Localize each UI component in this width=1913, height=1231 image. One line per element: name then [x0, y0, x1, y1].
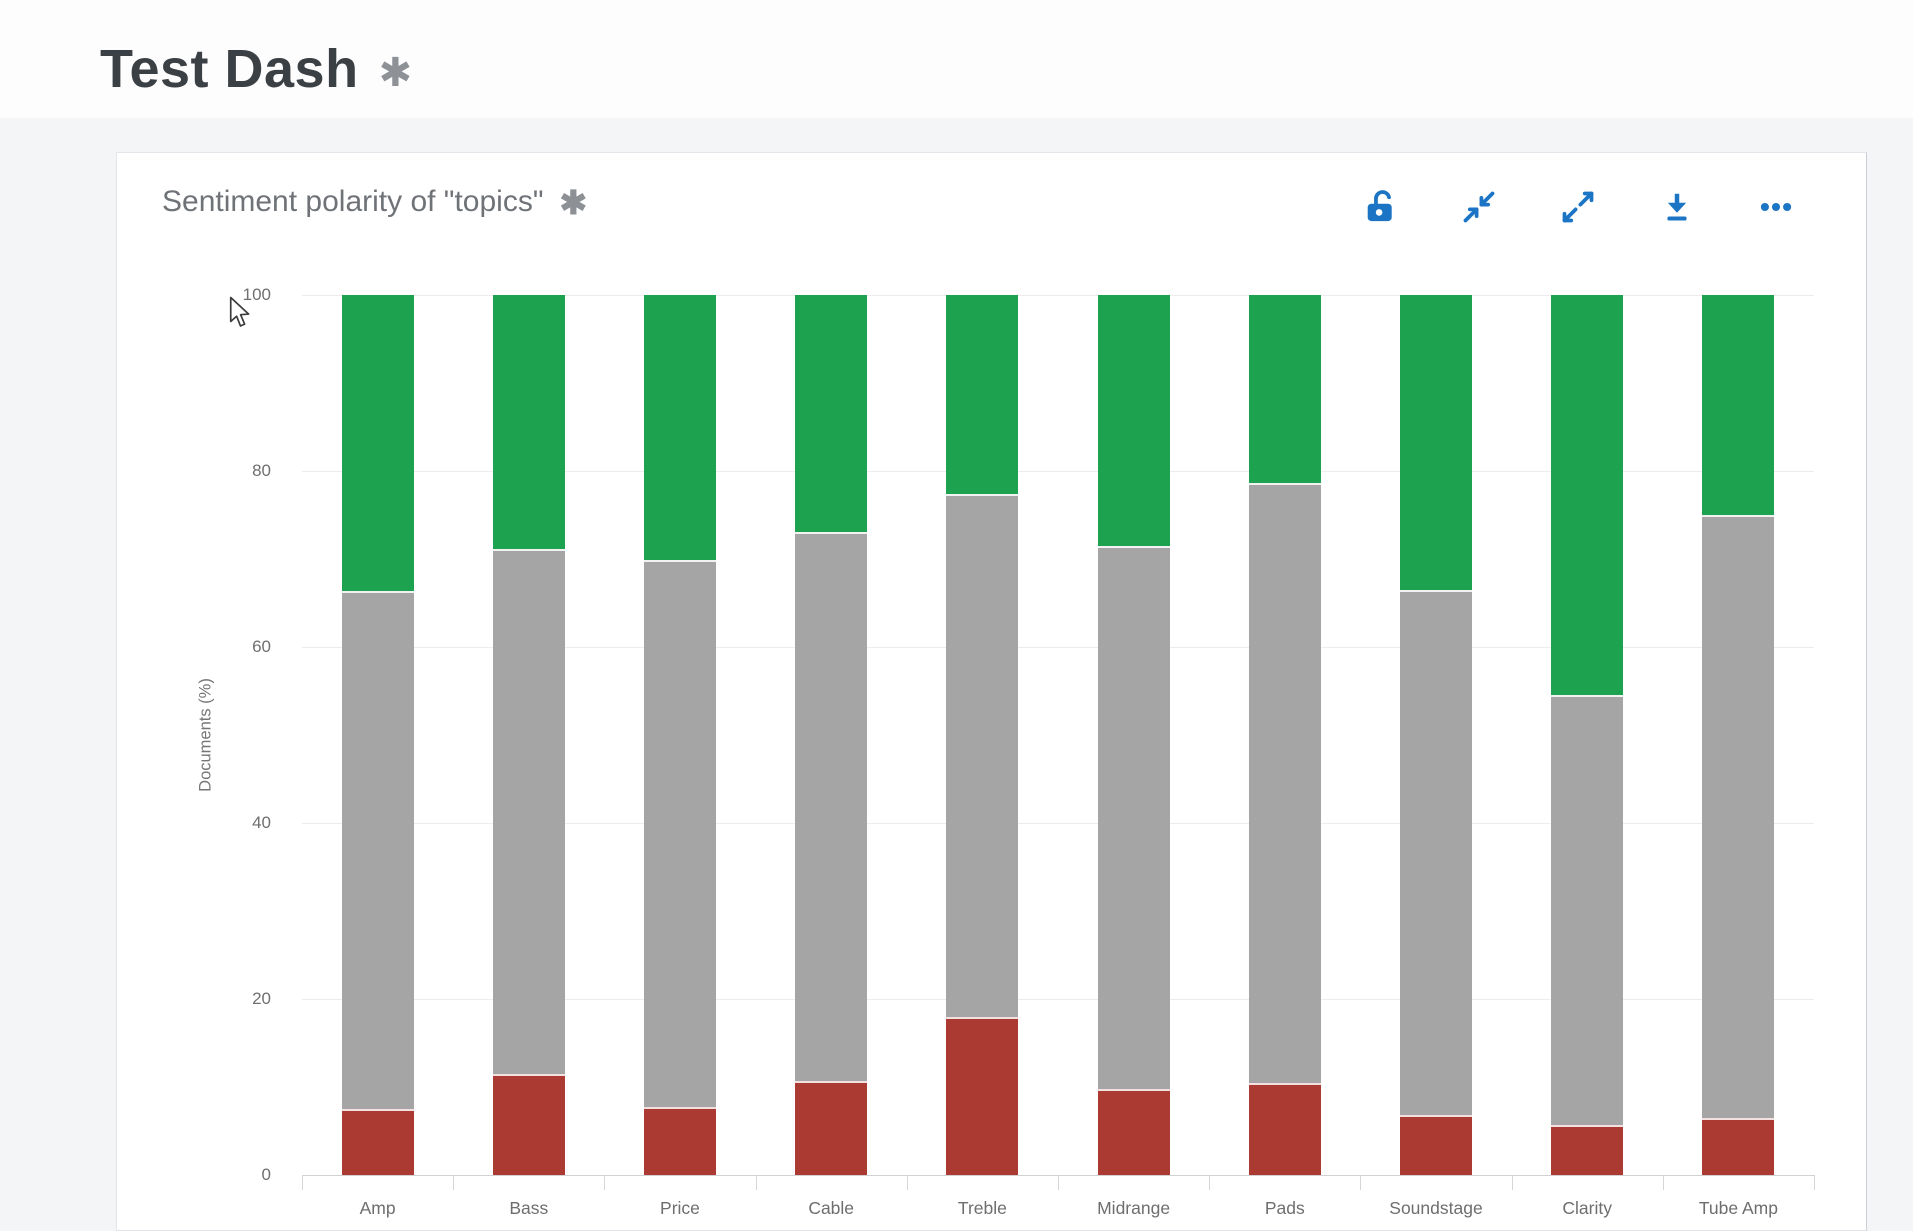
- gridline: [302, 647, 1814, 648]
- bar-segment-clarity-neutral[interactable]: [1551, 694, 1624, 1125]
- x-axis-label: Cable: [808, 1198, 855, 1218]
- expand-icon: [1562, 191, 1594, 223]
- bar-treble: [946, 295, 1019, 1175]
- expand-button[interactable]: [1560, 189, 1596, 225]
- unlock-icon: [1367, 190, 1392, 222]
- axis-tick: [1511, 1175, 1513, 1190]
- bar-segment-bass-positive[interactable]: [492, 295, 565, 550]
- bar-clarity: [1551, 295, 1624, 1175]
- bar-segment-bass-neutral[interactable]: [492, 549, 565, 1074]
- bar-segment-soundstage-positive[interactable]: [1400, 295, 1472, 590]
- bar-segment-cable-negative[interactable]: [795, 1080, 868, 1175]
- card-title: Sentiment polarity of "topics": [162, 184, 544, 218]
- y-tick-label: 60: [252, 637, 271, 656]
- gridline: [302, 999, 1814, 1000]
- mouse-cursor-icon: [229, 296, 250, 327]
- download-icon: [1667, 193, 1687, 221]
- x-axis-label: Midrange: [1097, 1198, 1171, 1218]
- more-options-button[interactable]: [1758, 189, 1794, 225]
- y-tick-label: 100: [242, 285, 271, 304]
- y-axis-title: Documents (%): [196, 678, 215, 792]
- bar-segment-amp-positive[interactable]: [341, 295, 414, 591]
- bar-segment-soundstage-neutral[interactable]: [1400, 589, 1472, 1116]
- unlock-button[interactable]: [1362, 189, 1398, 225]
- gridline: [302, 295, 1814, 296]
- bar-segment-soundstage-negative[interactable]: [1400, 1115, 1472, 1175]
- bar-segment-amp-neutral[interactable]: [341, 590, 414, 1109]
- more-icon: [1760, 202, 1792, 212]
- bar-segment-pads-positive[interactable]: [1248, 295, 1321, 484]
- axis-tick: [1058, 1175, 1059, 1190]
- page-header: Test Dash ✱: [100, 38, 412, 100]
- stacked-bar-chart: 0 20 40 60 80 100 Documents (%) Amp Bass Price Cab…: [117, 153, 1868, 1231]
- bar-segment-bass-negative[interactable]: [492, 1073, 565, 1175]
- card-unsaved-asterisk-icon: ✱: [559, 184, 588, 221]
- bar-midrange: [1097, 295, 1170, 1175]
- bar-price: [644, 295, 716, 1175]
- x-axis-label: Treble: [957, 1198, 1007, 1218]
- bar-segment-clarity-positive[interactable]: [1551, 295, 1624, 695]
- bar-cable: [795, 295, 868, 1175]
- bar-segment-cable-neutral[interactable]: [795, 531, 868, 1081]
- x-axis-label: Bass: [509, 1198, 549, 1218]
- bar-segment-price-neutral[interactable]: [644, 559, 716, 1108]
- axis-tick: [1360, 1175, 1362, 1190]
- page-title: Test Dash: [100, 39, 359, 99]
- bar-segment-treble-positive[interactable]: [946, 295, 1019, 494]
- bar-bass: [492, 295, 565, 1175]
- gridline: [302, 823, 1814, 824]
- bar-segment-cable-positive[interactable]: [795, 295, 868, 532]
- bar-amp: [341, 295, 414, 1175]
- collapse-icon: [1463, 191, 1495, 223]
- axis-tick: [604, 1175, 606, 1190]
- gridline: [302, 471, 1814, 472]
- bar-segment-midrange-negative[interactable]: [1097, 1088, 1170, 1175]
- bar-segment-price-negative[interactable]: [644, 1107, 716, 1175]
- y-tick-label: 80: [252, 461, 271, 480]
- unsaved-asterisk-icon: ✱: [378, 51, 413, 95]
- bar-segment-treble-negative[interactable]: [946, 1016, 1019, 1175]
- x-axis-label: Soundstage: [1389, 1198, 1483, 1218]
- bar-segment-clarity-negative[interactable]: [1551, 1124, 1624, 1175]
- x-axis-label: Tube Amp: [1698, 1198, 1778, 1218]
- collapse-button[interactable]: [1461, 189, 1497, 225]
- bar-segment-pads-negative[interactable]: [1248, 1083, 1321, 1175]
- axis-tick: [906, 1175, 908, 1190]
- bar-segment-tube-amp-positive[interactable]: [1702, 295, 1775, 515]
- axis-tick: [302, 1175, 303, 1190]
- x-axis-label: Amp: [359, 1198, 396, 1218]
- card-header: Sentiment polarity of "topics" ✱: [162, 181, 587, 222]
- axis-tick: [1209, 1175, 1211, 1190]
- bar-segment-pads-neutral[interactable]: [1248, 483, 1321, 1084]
- bar-tube-amp: [1702, 295, 1775, 1175]
- axis-tick: [453, 1175, 455, 1190]
- bar-segment-amp-negative[interactable]: [341, 1108, 414, 1175]
- bar-segment-treble-neutral[interactable]: [946, 493, 1019, 1017]
- download-button[interactable]: [1659, 189, 1695, 225]
- x-axis-label: Clarity: [1562, 1198, 1612, 1218]
- bar-pads: [1248, 295, 1321, 1175]
- bar-segment-tube-amp-negative[interactable]: [1702, 1117, 1775, 1175]
- y-tick-label: 20: [252, 989, 271, 1008]
- axis-tick: [1814, 1175, 1815, 1190]
- x-axis-label: Price: [660, 1198, 700, 1218]
- bar-soundstage: [1400, 295, 1472, 1175]
- bar-segment-tube-amp-neutral[interactable]: [1702, 515, 1775, 1118]
- axis-tick: [755, 1175, 757, 1190]
- y-tick-label: 40: [252, 813, 271, 832]
- axis-tick: [1662, 1175, 1664, 1190]
- bar-segment-midrange-neutral[interactable]: [1097, 545, 1170, 1089]
- card-toolbar: [1362, 189, 1794, 225]
- chart-card: Sentiment polarity of "topics" ✱: [116, 152, 1867, 1231]
- bar-segment-price-positive[interactable]: [644, 295, 716, 560]
- x-axis-label: Pads: [1264, 1198, 1305, 1218]
- y-tick-label: 0: [261, 1165, 271, 1184]
- bar-segment-midrange-positive[interactable]: [1097, 295, 1170, 546]
